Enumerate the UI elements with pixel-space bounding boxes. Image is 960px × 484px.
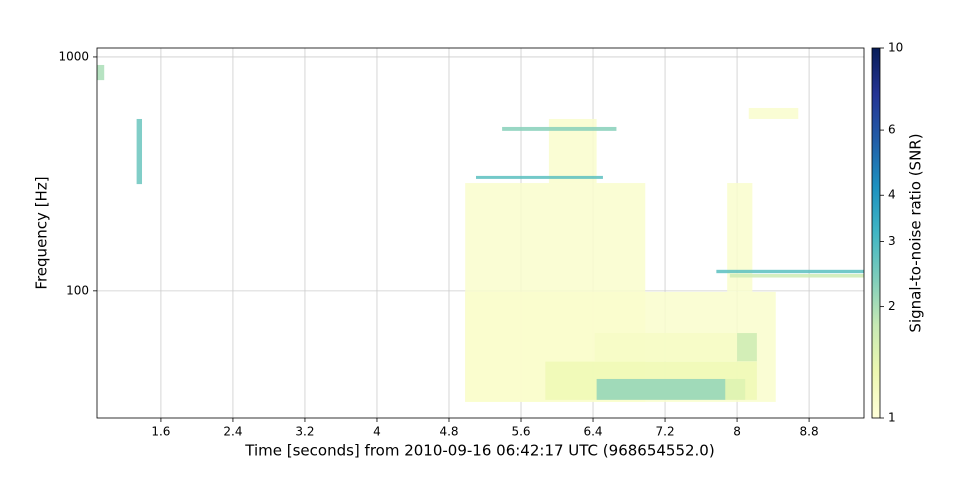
plot-area bbox=[97, 48, 864, 418]
tile bbox=[737, 333, 757, 362]
y-tick-label: 100 bbox=[66, 283, 89, 297]
x-tick-label: 4 bbox=[373, 425, 381, 439]
tile bbox=[594, 333, 757, 362]
tile bbox=[716, 269, 864, 274]
tile bbox=[725, 378, 746, 400]
tile bbox=[97, 64, 105, 81]
x-tick-label: 8.8 bbox=[800, 425, 819, 439]
colorbar-tick-label: 3 bbox=[888, 234, 896, 248]
x-tick-label: 1.6 bbox=[151, 425, 170, 439]
x-tick-label: 7.2 bbox=[656, 425, 675, 439]
x-tick-label: 3.2 bbox=[295, 425, 314, 439]
colorbar-tick-label: 1 bbox=[888, 411, 896, 425]
tile bbox=[136, 118, 143, 185]
y-tick-label: 1000 bbox=[58, 49, 89, 63]
tile bbox=[748, 107, 799, 119]
tile bbox=[596, 378, 726, 400]
x-tick-label: 4.8 bbox=[439, 425, 458, 439]
x-tick-label: 6.4 bbox=[583, 425, 602, 439]
tile bbox=[475, 175, 603, 179]
colorbar-tick-label: 6 bbox=[888, 123, 896, 137]
x-tick-label: 5.6 bbox=[511, 425, 530, 439]
x-tick-label: 8 bbox=[733, 425, 741, 439]
tile bbox=[727, 183, 753, 292]
colorbar-tick-label: 2 bbox=[888, 299, 896, 313]
tile bbox=[502, 126, 617, 131]
colorbar-tick-label: 10 bbox=[888, 41, 903, 55]
colorbar-label: Signal-to-noise ratio (SNR) bbox=[907, 133, 925, 332]
x-tick-label: 2.4 bbox=[223, 425, 242, 439]
x-axis-label: Time [seconds] from 2010-09-16 06:42:17 … bbox=[244, 442, 714, 460]
colorbar-tick-label: 4 bbox=[888, 188, 896, 202]
plot-frame bbox=[96, 47, 865, 419]
colorbar bbox=[871, 47, 881, 419]
y-axis-label: Frequency [Hz] bbox=[33, 176, 51, 289]
tile bbox=[729, 274, 864, 278]
